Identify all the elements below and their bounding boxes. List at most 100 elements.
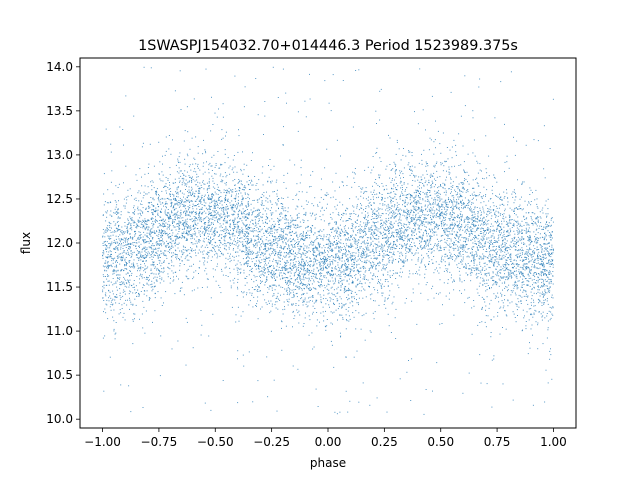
data-point [130,252,132,254]
data-point [252,401,254,403]
data-point [298,304,300,306]
data-point [543,294,545,296]
data-point [364,282,366,284]
data-point [515,196,517,198]
data-point [248,351,250,353]
data-point [209,187,211,189]
data-point [392,245,394,247]
data-point [337,214,339,215]
data-point [488,211,490,213]
data-point [157,256,159,258]
data-point [383,221,385,223]
data-point [218,284,220,286]
data-point [411,210,413,211]
data-point [270,265,272,266]
data-point [103,287,105,289]
data-point [160,203,162,205]
data-point [328,271,330,273]
data-point [520,289,521,291]
data-point [461,218,462,220]
data-point [479,209,481,211]
data-point [179,161,181,163]
data-point [198,206,200,207]
data-point [331,218,333,220]
data-point [467,230,469,232]
data-point [365,228,367,230]
data-point [390,200,392,202]
data-point [328,284,330,286]
data-point [505,276,507,278]
data-point [246,213,248,215]
data-point [518,294,520,296]
data-point [492,243,494,245]
data-point [471,231,472,233]
data-point [241,195,243,197]
data-point [186,185,187,187]
data-point [169,233,171,234]
data-point [367,222,369,224]
data-point [193,216,195,217]
data-point [220,213,222,215]
data-point [140,234,142,235]
data-point [189,215,191,217]
data-point [374,229,376,231]
data-point [301,254,303,256]
data-point [118,256,120,258]
data-point [299,226,301,228]
data-point [181,178,183,180]
data-point [478,185,480,187]
data-point [364,227,366,229]
data-point [428,241,430,243]
data-point [291,266,293,267]
data-point [222,253,224,255]
data-point [527,236,529,238]
data-point [355,277,356,279]
data-point [269,232,271,234]
data-point [299,275,301,277]
data-point [510,275,512,277]
data-point [476,264,478,266]
data-point [418,202,420,204]
data-point [168,267,170,269]
data-point [317,270,319,272]
data-point [177,191,179,193]
data-point [481,296,483,298]
data-point [178,224,180,226]
data-point [510,253,512,255]
data-point [261,253,263,255]
data-point [104,270,106,272]
data-point [331,267,333,269]
data-point [414,228,416,230]
data-point [483,221,485,223]
data-point [420,215,422,217]
data-point [143,257,145,259]
data-point [454,201,456,203]
data-point [237,251,239,253]
data-point [310,243,312,245]
data-point [317,238,319,239]
data-point [521,273,523,275]
data-point [135,174,137,176]
data-point [478,242,480,244]
data-point [228,192,230,194]
data-point [261,240,263,242]
data-point [390,208,392,210]
data-point [273,191,275,192]
data-point [398,225,400,227]
data-point [191,200,193,202]
data-point [178,278,179,280]
data-point [550,236,552,238]
data-point [155,218,157,220]
data-point [214,166,216,168]
data-point [326,288,328,290]
data-point [438,272,440,274]
data-point [512,284,514,286]
data-point [540,222,542,224]
data-point [227,200,229,202]
data-point [238,240,240,242]
data-point [237,260,239,262]
data-point [198,190,200,192]
data-point [365,224,367,226]
data-point [397,251,399,253]
data-point [160,180,162,182]
